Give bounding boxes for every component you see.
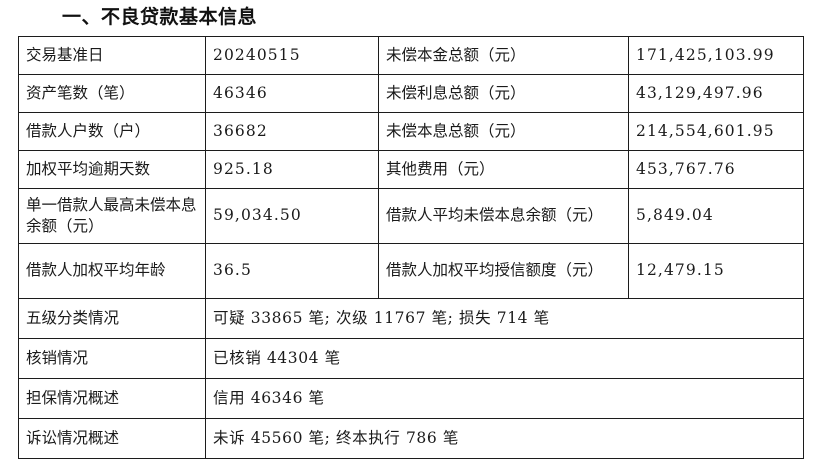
row-value-right: 5,849.04 <box>628 188 804 244</box>
row-label-left: 借款人户数（户） <box>18 112 206 151</box>
row-value-left: 20240515 <box>205 36 379 75</box>
table-body: 交易基准日 20240515 未偿本金总额（元） 171,425,103.99 … <box>18 36 804 459</box>
loan-basic-info-table: 交易基准日 20240515 未偿本金总额（元） 171,425,103.99 … <box>18 36 804 459</box>
table-row: 借款人户数（户） 36682 未偿本息总额（元） 214,554,601.95 <box>18 112 804 151</box>
table-row: 加权平均逾期天数 925.18 其他费用（元） 453,767.76 <box>18 150 804 189</box>
row-value-span: 可疑 33865 笔; 次级 11767 笔; 损失 714 笔 <box>205 298 804 339</box>
row-value-span: 已核销 44304 笔 <box>205 338 804 379</box>
row-label-right: 未偿利息总额（元） <box>378 74 629 113</box>
row-value-left: 925.18 <box>205 150 379 189</box>
table-row: 五级分类情况 可疑 33865 笔; 次级 11767 笔; 损失 714 笔 <box>18 298 804 339</box>
row-value-right: 12,479.15 <box>628 243 804 299</box>
row-value-left: 59,034.50 <box>205 188 379 244</box>
row-label-right: 其他费用（元） <box>378 150 629 189</box>
row-value-left: 46346 <box>205 74 379 113</box>
row-label-left: 诉讼情况概述 <box>18 418 206 459</box>
table-row: 资产笔数（笔） 46346 未偿利息总额（元） 43,129,497.96 <box>18 74 804 113</box>
row-value-span: 信用 46346 笔 <box>205 378 804 419</box>
row-label-left: 资产笔数（笔） <box>18 74 206 113</box>
row-label-right: 未偿本金总额（元） <box>378 36 629 75</box>
table-row: 诉讼情况概述 未诉 45560 笔; 终本执行 786 笔 <box>18 418 804 459</box>
row-value-right: 214,554,601.95 <box>628 112 804 151</box>
table-row: 核销情况 已核销 44304 笔 <box>18 338 804 379</box>
row-label-left: 五级分类情况 <box>18 298 206 339</box>
row-label-right: 未偿本息总额（元） <box>378 112 629 151</box>
row-value-right: 43,129,497.96 <box>628 74 804 113</box>
row-value-span: 未诉 45560 笔; 终本执行 786 笔 <box>205 418 804 459</box>
table-row: 交易基准日 20240515 未偿本金总额（元） 171,425,103.99 <box>18 36 804 75</box>
row-value-left: 36.5 <box>205 243 379 299</box>
row-value-right: 453,767.76 <box>628 150 804 189</box>
row-label-left: 核销情况 <box>18 338 206 379</box>
table-row: 单一借款人最高未偿本息余额（元） 59,034.50 借款人平均未偿本息余额（元… <box>18 188 804 244</box>
row-label-left: 单一借款人最高未偿本息余额（元） <box>18 188 206 244</box>
row-label-right: 借款人加权平均授信额度（元） <box>378 243 629 299</box>
row-label-left: 借款人加权平均年龄 <box>18 243 206 299</box>
row-value-right: 171,425,103.99 <box>628 36 804 75</box>
table-row: 担保情况概述 信用 46346 笔 <box>18 378 804 419</box>
row-label-left: 交易基准日 <box>18 36 206 75</box>
row-label-left: 加权平均逾期天数 <box>18 150 206 189</box>
table-row: 借款人加权平均年龄 36.5 借款人加权平均授信额度（元） 12,479.15 <box>18 243 804 299</box>
row-value-left: 36682 <box>205 112 379 151</box>
page-title: 一、不良贷款基本信息 <box>62 6 258 28</box>
row-label-right: 借款人平均未偿本息余额（元） <box>378 188 629 244</box>
row-label-left: 担保情况概述 <box>18 378 206 419</box>
